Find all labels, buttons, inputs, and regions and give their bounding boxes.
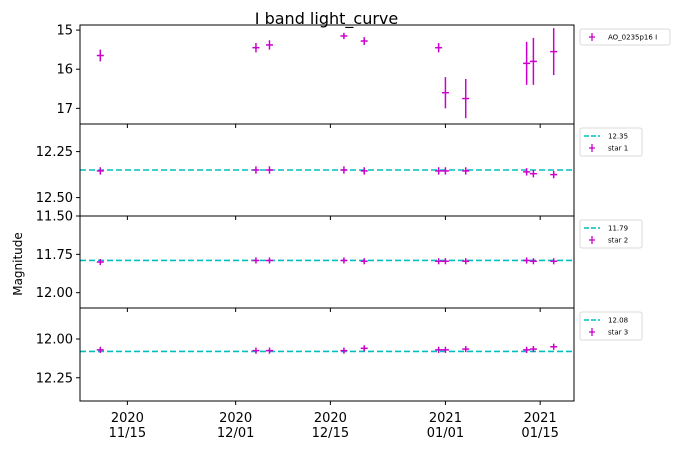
panel-plot-area <box>96 28 558 119</box>
data-point <box>360 37 368 45</box>
data-point <box>340 257 348 264</box>
data-point <box>550 258 558 265</box>
data-point <box>252 166 260 174</box>
data-point <box>340 347 348 354</box>
data-point <box>550 28 558 76</box>
legend-3: 11.79 star 2 <box>579 219 643 249</box>
data-point <box>435 43 443 53</box>
data-point <box>96 167 104 175</box>
data-point <box>529 345 537 353</box>
x-tick-label: 01/15 <box>521 426 558 441</box>
data-point <box>441 346 449 353</box>
y-tick-label: 12.25 <box>36 145 73 160</box>
panel-4: 12.00 12.25 <box>36 307 575 405</box>
x-tick-label: 2021 <box>524 411 557 426</box>
x-tick-label: 2020 <box>111 411 144 426</box>
legend-label: 11.79 <box>608 225 628 233</box>
panel-3: 11.50 11.75 12.00 <box>36 210 575 312</box>
data-point <box>360 258 368 265</box>
legend-label: 12.08 <box>608 317 628 325</box>
data-point <box>340 32 348 40</box>
y-tick-label: 12.25 <box>36 371 73 386</box>
data-point <box>252 43 260 53</box>
data-point <box>441 77 449 109</box>
legend-label: star 1 <box>608 145 628 153</box>
data-point <box>435 258 443 265</box>
y-tick-label: 15 <box>56 24 73 39</box>
data-point <box>435 346 443 353</box>
legends: AO_0235p16 I 12.35 star 1 11.79 star 2 12.08 s… <box>579 28 671 341</box>
data-point <box>435 167 443 175</box>
data-point <box>360 167 368 175</box>
data-point <box>96 258 104 266</box>
data-point <box>252 257 260 264</box>
panel-1: 15 16 17 <box>56 24 575 128</box>
y-tick-label: 16 <box>56 63 73 78</box>
y-tick-label: 11.50 <box>36 210 73 225</box>
data-point <box>441 167 449 175</box>
legend-4: 12.08 star 3 <box>579 311 643 341</box>
y-tick-label: 12.00 <box>36 333 73 348</box>
data-point <box>265 347 273 354</box>
data-point <box>550 170 558 179</box>
data-point <box>252 347 260 354</box>
data-point <box>462 258 470 265</box>
legend-label: 12.35 <box>608 133 628 141</box>
legend-label: star 2 <box>608 237 628 245</box>
legend-2: 12.35 star 1 <box>579 127 643 157</box>
x-axis: 202011/15202012/01202012/15202101/012021… <box>109 411 559 441</box>
y-tick-label: 12.00 <box>36 286 73 301</box>
data-point <box>462 345 470 353</box>
data-point <box>529 258 537 265</box>
panel-frame <box>79 307 575 402</box>
data-point <box>265 257 273 264</box>
data-point <box>265 166 273 174</box>
data-point <box>462 167 470 175</box>
panels-layer: 15 16 17 12.25 12.50 11.50 11.75 12.00 12.00 12.2… <box>36 24 575 405</box>
x-tick-label: 2020 <box>219 411 252 426</box>
panel-frame <box>79 24 575 125</box>
legend-label: star 3 <box>608 329 628 337</box>
data-point <box>96 346 104 353</box>
x-tick-label: 2020 <box>314 411 347 426</box>
x-tick-label: 11/15 <box>109 426 146 441</box>
panel-frame <box>79 215 575 309</box>
x-tick-label: 2021 <box>429 411 462 426</box>
legend-1: AO_0235p16 I <box>579 28 671 46</box>
x-tick-label: 12/15 <box>312 426 349 441</box>
x-tick-label: 01/01 <box>427 426 464 441</box>
legend-box <box>579 311 643 341</box>
x-tick-label: 12/01 <box>217 426 254 441</box>
data-point <box>96 49 104 62</box>
data-point <box>550 343 558 350</box>
legend-box <box>579 28 671 46</box>
data-point <box>523 257 531 264</box>
y-axis-label: Magnitude <box>11 232 25 296</box>
data-point <box>265 40 273 50</box>
y-tick-label: 17 <box>56 102 73 117</box>
data-point <box>523 346 531 353</box>
data-point <box>462 79 470 119</box>
legend-box <box>579 219 643 249</box>
panel-2: 12.25 12.50 <box>36 123 575 220</box>
data-point <box>340 166 348 174</box>
y-tick-label: 12.50 <box>36 191 73 206</box>
chart-title: I band light_curve <box>255 9 398 29</box>
legend-box <box>579 127 643 157</box>
panel-plot-area <box>80 343 574 354</box>
data-point <box>523 168 531 176</box>
y-tick-label: 11.75 <box>36 248 73 263</box>
data-point <box>529 170 537 178</box>
data-point <box>441 258 449 265</box>
panel-plot-area <box>80 257 574 266</box>
data-point <box>529 37 537 85</box>
panel-plot-area <box>80 166 574 179</box>
data-point <box>360 345 368 352</box>
legend-label: AO_0235p16 I <box>608 34 657 42</box>
data-point <box>523 41 531 85</box>
